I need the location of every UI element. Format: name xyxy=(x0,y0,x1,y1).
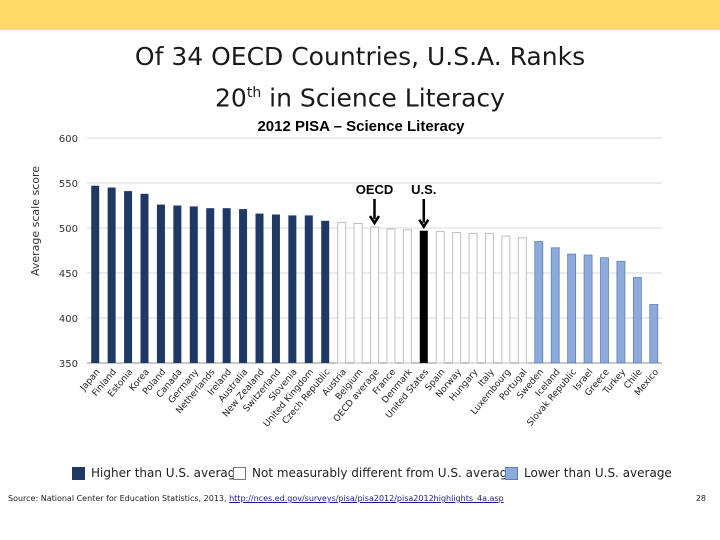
bar-poland xyxy=(156,204,165,363)
bar-korea xyxy=(140,193,149,363)
bar-mexico xyxy=(649,304,659,364)
legend-higher-swatch xyxy=(72,466,85,480)
bar-turkey xyxy=(616,260,626,364)
legend-higher: Higher than U.S. average xyxy=(72,466,243,480)
legend-higher-label: Higher than U.S. average xyxy=(91,466,243,480)
legend-lower-label: Lower than U.S. average xyxy=(524,466,672,480)
bar-chile xyxy=(632,277,642,364)
bar-sweden xyxy=(534,241,544,364)
source-label: Source: xyxy=(8,494,39,503)
bar-slovak-republic xyxy=(567,253,577,364)
bar-slovenia xyxy=(288,215,297,363)
bar-denmark xyxy=(402,229,412,364)
page-number: 28 xyxy=(695,494,706,503)
bar-italy xyxy=(485,232,494,364)
top-accent-bar xyxy=(0,0,720,30)
bar-ireland xyxy=(222,208,231,363)
bar-oecd-average xyxy=(370,226,379,364)
y-tick-label: 550 xyxy=(59,179,78,190)
bar-germany xyxy=(189,206,198,363)
bar-france xyxy=(386,228,396,364)
legend-similar-swatch xyxy=(233,466,246,480)
chart-legend: Higher than U.S. average Not measurably … xyxy=(72,466,692,484)
bar-united-states xyxy=(419,230,428,363)
bar-united-kingdom xyxy=(304,215,313,363)
bar-new-zealand xyxy=(255,213,264,363)
slide-title-line1: Of 34 OECD Countries, U.S.A. Ranks xyxy=(134,42,586,71)
bar-portugal xyxy=(517,237,527,364)
slide-title-line2: in Science Literacy xyxy=(261,83,505,113)
bar-luxembourg xyxy=(501,235,511,364)
bar-finland xyxy=(107,187,116,363)
bar-spain xyxy=(435,231,445,364)
annotation-label: U.S. xyxy=(411,182,436,197)
slide-title-rank-suffix: th xyxy=(246,85,262,101)
source-text: National Center for Education Statistics… xyxy=(40,494,230,503)
y-tick-label: 350 xyxy=(59,359,78,370)
bar-estonia xyxy=(124,191,133,363)
bar-japan xyxy=(91,185,100,363)
bar-australia xyxy=(239,209,248,363)
bar-iceland xyxy=(550,247,560,364)
bar-israel xyxy=(583,254,593,364)
bar-czech-republic xyxy=(321,220,330,363)
annotation-label: OECD xyxy=(356,182,394,197)
chart-title: 2012 PISA – Science Literacy xyxy=(257,118,465,135)
bar-netherlands xyxy=(206,208,215,363)
y-tick-label: 600 xyxy=(59,134,78,145)
legend-lower: Lower than U.S. average xyxy=(505,466,672,480)
y-axis-label: Average scale score xyxy=(29,166,42,276)
annotation-arrow-head xyxy=(418,219,430,230)
legend-lower-swatch xyxy=(505,466,518,480)
y-tick-label: 450 xyxy=(59,269,78,280)
source-citation: Source: National Center for Education St… xyxy=(8,494,504,503)
bar-norway xyxy=(452,232,462,364)
source-link[interactable]: http://nces.ed.gov/surveys/pisa/pisa2012… xyxy=(229,494,504,503)
legend-similar: Not measurably different from U.S. avera… xyxy=(233,466,515,480)
annotation-arrow-head xyxy=(368,215,381,226)
bar-greece xyxy=(600,257,609,364)
bar-canada xyxy=(173,205,182,363)
slide-title-rank-number: 20 xyxy=(215,83,247,113)
bar-austria xyxy=(337,222,347,364)
legend-similar-label: Not measurably different from U.S. avera… xyxy=(252,466,515,480)
science-literacy-chart: 2012 PISA – Science Literacy Average sca… xyxy=(29,118,662,429)
bar-switzerland xyxy=(271,214,280,363)
bar-hungary xyxy=(468,232,478,364)
y-tick-label: 400 xyxy=(59,314,78,325)
slide-title: Of 34 OECD Countries, U.S.A. Ranks 20th … xyxy=(60,38,660,116)
bar-belgium xyxy=(353,223,363,364)
y-tick-label: 500 xyxy=(59,224,78,235)
